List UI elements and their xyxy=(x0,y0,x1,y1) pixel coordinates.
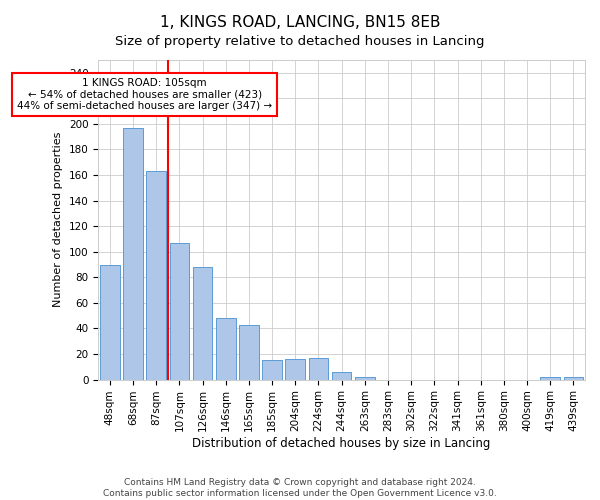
X-axis label: Distribution of detached houses by size in Lancing: Distribution of detached houses by size … xyxy=(193,437,491,450)
Bar xyxy=(170,243,189,380)
Y-axis label: Number of detached properties: Number of detached properties xyxy=(53,132,63,308)
Bar xyxy=(541,377,560,380)
Bar xyxy=(146,171,166,380)
Bar xyxy=(123,128,143,380)
Bar xyxy=(355,377,374,380)
Bar xyxy=(286,359,305,380)
Bar xyxy=(563,377,583,380)
Text: 1, KINGS ROAD, LANCING, BN15 8EB: 1, KINGS ROAD, LANCING, BN15 8EB xyxy=(160,15,440,30)
Bar xyxy=(332,372,352,380)
Text: 1 KINGS ROAD: 105sqm
← 54% of detached houses are smaller (423)
44% of semi-deta: 1 KINGS ROAD: 105sqm ← 54% of detached h… xyxy=(17,78,272,111)
Bar xyxy=(193,267,212,380)
Text: Size of property relative to detached houses in Lancing: Size of property relative to detached ho… xyxy=(115,35,485,48)
Text: Contains HM Land Registry data © Crown copyright and database right 2024.
Contai: Contains HM Land Registry data © Crown c… xyxy=(103,478,497,498)
Bar xyxy=(239,324,259,380)
Bar xyxy=(262,360,282,380)
Bar xyxy=(216,318,236,380)
Bar xyxy=(100,264,120,380)
Bar xyxy=(308,358,328,380)
